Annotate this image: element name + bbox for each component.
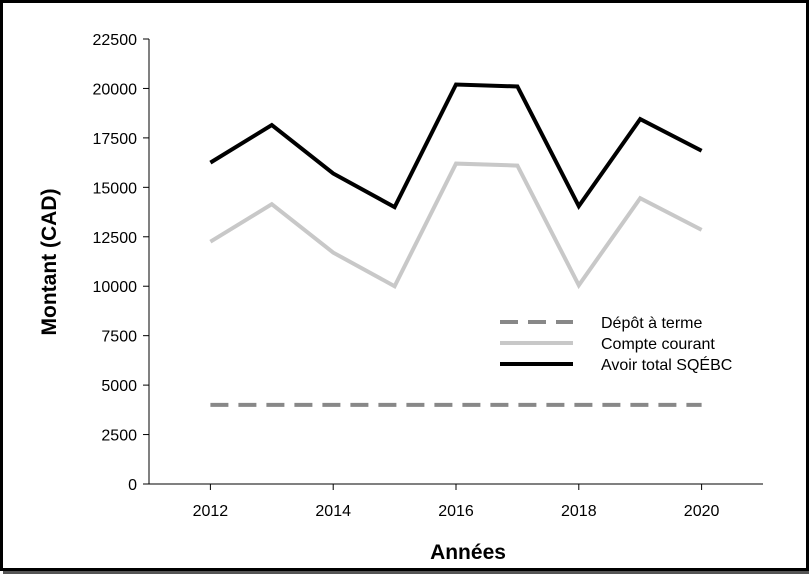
y-tick-label: 20000 bbox=[93, 81, 138, 98]
legend-label: Dépôt à terme bbox=[601, 315, 702, 332]
legend-label: Avoir total SQÉBC bbox=[601, 355, 732, 374]
y-tick-label: 7500 bbox=[101, 329, 137, 346]
x-axis-ticks: 2012 2014 2016 2018 2020 bbox=[193, 484, 720, 520]
y-tick-label: 17500 bbox=[93, 131, 138, 148]
y-tick-label: 0 bbox=[128, 477, 137, 494]
series-line-avoir-total-sqebc bbox=[209, 82, 703, 210]
line-chart: 0 2500 5000 7500 10000 12500 15000 17500 20000 22… bbox=[38, 32, 763, 564]
y-tick-label: 2500 bbox=[101, 428, 137, 445]
axes: 0 2500 5000 7500 10000 12500 15000 17500 20000 22… bbox=[93, 32, 763, 520]
x-tick-label: 2016 bbox=[438, 503, 474, 520]
series-layer bbox=[209, 82, 703, 407]
y-axis-ticks: 0 2500 5000 7500 10000 12500 15000 17500 20000 22… bbox=[93, 32, 149, 494]
y-tick-label: 5000 bbox=[101, 378, 137, 395]
x-tick-label: 2014 bbox=[315, 503, 351, 520]
y-tick-label: 15000 bbox=[93, 180, 138, 197]
legend-label: Compte courant bbox=[601, 336, 715, 353]
x-tick-label: 2018 bbox=[561, 503, 597, 520]
y-tick-label: 10000 bbox=[93, 279, 138, 296]
y-tick-label: 12500 bbox=[93, 230, 138, 247]
legend: Dépôt à terme Compte courant Avoir total S… bbox=[500, 315, 732, 374]
x-axis-title: Années bbox=[430, 541, 506, 564]
y-tick-label: 22500 bbox=[93, 32, 138, 49]
x-tick-label: 2012 bbox=[193, 503, 229, 520]
y-axis-title: Montant (CAD) bbox=[38, 189, 61, 336]
series-line-compte-courant bbox=[209, 161, 703, 290]
x-tick-label: 2020 bbox=[684, 503, 720, 520]
